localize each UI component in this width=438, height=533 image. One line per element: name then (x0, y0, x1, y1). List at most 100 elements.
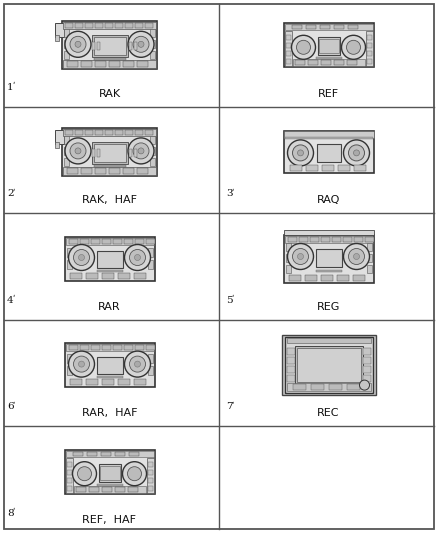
Circle shape (128, 31, 154, 58)
Bar (92, 35, 128, 58)
Bar (283, 23, 374, 67)
Bar (113, 238, 121, 244)
Bar (285, 31, 292, 66)
Bar (148, 470, 152, 475)
Circle shape (74, 356, 89, 372)
Circle shape (70, 143, 86, 159)
Text: ʹ: ʹ (12, 295, 14, 304)
Bar (117, 272, 130, 279)
Bar (73, 451, 82, 456)
Text: RAK: RAK (99, 88, 120, 99)
Circle shape (353, 254, 360, 260)
Bar (282, 335, 375, 395)
Bar (64, 450, 155, 494)
Text: 7: 7 (226, 402, 233, 411)
Bar (148, 366, 152, 375)
Bar (305, 165, 318, 171)
Bar (55, 130, 64, 144)
Bar (289, 274, 300, 280)
Bar (67, 260, 71, 269)
Bar (95, 23, 103, 28)
Bar (150, 147, 155, 155)
Bar (95, 130, 103, 135)
Bar (95, 61, 106, 67)
Circle shape (130, 249, 145, 265)
Bar (134, 272, 145, 279)
Circle shape (75, 148, 81, 154)
Bar (318, 39, 339, 53)
Bar (67, 470, 71, 475)
Circle shape (133, 143, 149, 159)
Bar (115, 23, 123, 28)
Bar (94, 58, 126, 60)
Circle shape (74, 249, 89, 265)
Circle shape (349, 145, 364, 161)
Text: ʹ: ʹ (231, 295, 233, 304)
Circle shape (287, 140, 314, 166)
Bar (134, 238, 144, 244)
Bar (64, 51, 69, 59)
Bar (81, 168, 92, 174)
Bar (125, 23, 133, 28)
Bar (338, 165, 350, 171)
Bar (343, 237, 352, 241)
Circle shape (353, 150, 360, 156)
Bar (67, 247, 71, 256)
Bar (146, 458, 153, 492)
Text: ʹ: ʹ (12, 189, 14, 198)
Bar (286, 243, 290, 251)
Bar (114, 487, 124, 492)
Bar (145, 345, 155, 350)
Bar (66, 344, 153, 351)
Bar (63, 60, 156, 68)
Bar (347, 25, 357, 29)
Circle shape (346, 41, 360, 54)
Circle shape (292, 35, 315, 59)
Bar (96, 251, 123, 268)
Bar (315, 58, 342, 59)
Bar (65, 130, 73, 135)
Text: REF: REF (318, 88, 339, 99)
Bar (294, 60, 304, 66)
Circle shape (68, 351, 95, 377)
Bar (99, 464, 120, 482)
Circle shape (78, 254, 85, 261)
Text: 6: 6 (7, 402, 14, 411)
Bar (346, 384, 360, 390)
Text: RAK,  HAF: RAK, HAF (82, 195, 137, 205)
Bar (55, 142, 59, 148)
Bar (75, 23, 83, 28)
Bar (129, 42, 132, 50)
Bar (315, 270, 342, 271)
Bar (109, 168, 120, 174)
Bar (148, 486, 152, 491)
Bar (328, 384, 342, 390)
Bar (286, 43, 290, 49)
Bar (102, 272, 113, 279)
Bar (353, 274, 364, 280)
Bar (148, 260, 152, 269)
Circle shape (78, 467, 92, 481)
Bar (97, 149, 100, 157)
Bar (287, 237, 297, 241)
Bar (124, 345, 133, 350)
Bar (91, 238, 99, 244)
Circle shape (342, 35, 365, 59)
Bar (66, 458, 73, 492)
Bar (367, 35, 371, 41)
Bar (332, 237, 340, 241)
Bar (67, 462, 71, 467)
Circle shape (123, 462, 146, 486)
Bar (297, 348, 360, 382)
Bar (148, 478, 152, 483)
Bar (64, 158, 69, 166)
Bar (92, 142, 128, 164)
Bar (134, 345, 144, 350)
Bar (55, 23, 64, 37)
Bar (81, 61, 92, 67)
Circle shape (134, 361, 141, 367)
Bar (317, 144, 340, 162)
Bar (286, 383, 371, 391)
Text: 3: 3 (226, 189, 233, 198)
Bar (70, 379, 81, 385)
